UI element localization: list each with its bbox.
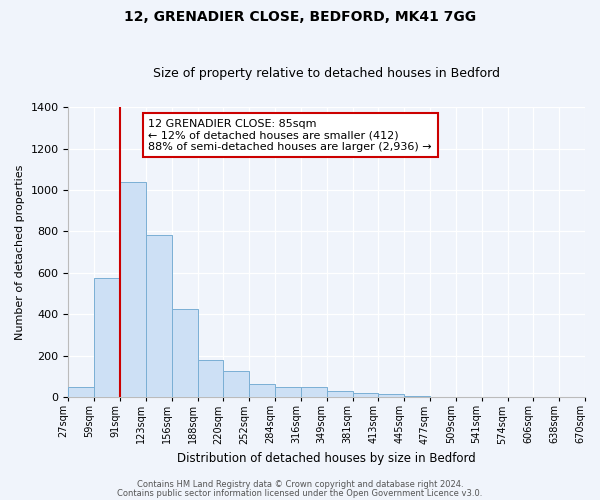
Bar (94, 278, 120, 397)
Bar (197, 360, 223, 397)
Bar (120, 182, 146, 397)
Bar (275, 387, 301, 397)
Bar (146, 234, 172, 397)
Text: 12, GRENADIER CLOSE, BEDFORD, MK41 7GG: 12, GRENADIER CLOSE, BEDFORD, MK41 7GG (124, 10, 476, 24)
Bar (404, 396, 430, 397)
Text: 12 GRENADIER CLOSE: 85sqm
← 12% of detached houses are smaller (412)
88% of semi: 12 GRENADIER CLOSE: 85sqm ← 12% of detac… (148, 118, 432, 152)
Bar (379, 394, 404, 397)
Bar (327, 391, 353, 397)
Bar (301, 387, 327, 397)
Text: Contains public sector information licensed under the Open Government Licence v3: Contains public sector information licen… (118, 488, 482, 498)
Bar (223, 372, 249, 397)
Bar (353, 393, 379, 397)
X-axis label: Distribution of detached houses by size in Bedford: Distribution of detached houses by size … (178, 452, 476, 465)
Bar (68, 387, 94, 397)
Bar (172, 309, 197, 397)
Y-axis label: Number of detached properties: Number of detached properties (15, 164, 25, 340)
Title: Size of property relative to detached houses in Bedford: Size of property relative to detached ho… (153, 66, 500, 80)
Text: Contains HM Land Registry data © Crown copyright and database right 2024.: Contains HM Land Registry data © Crown c… (137, 480, 463, 489)
Bar (249, 384, 275, 397)
